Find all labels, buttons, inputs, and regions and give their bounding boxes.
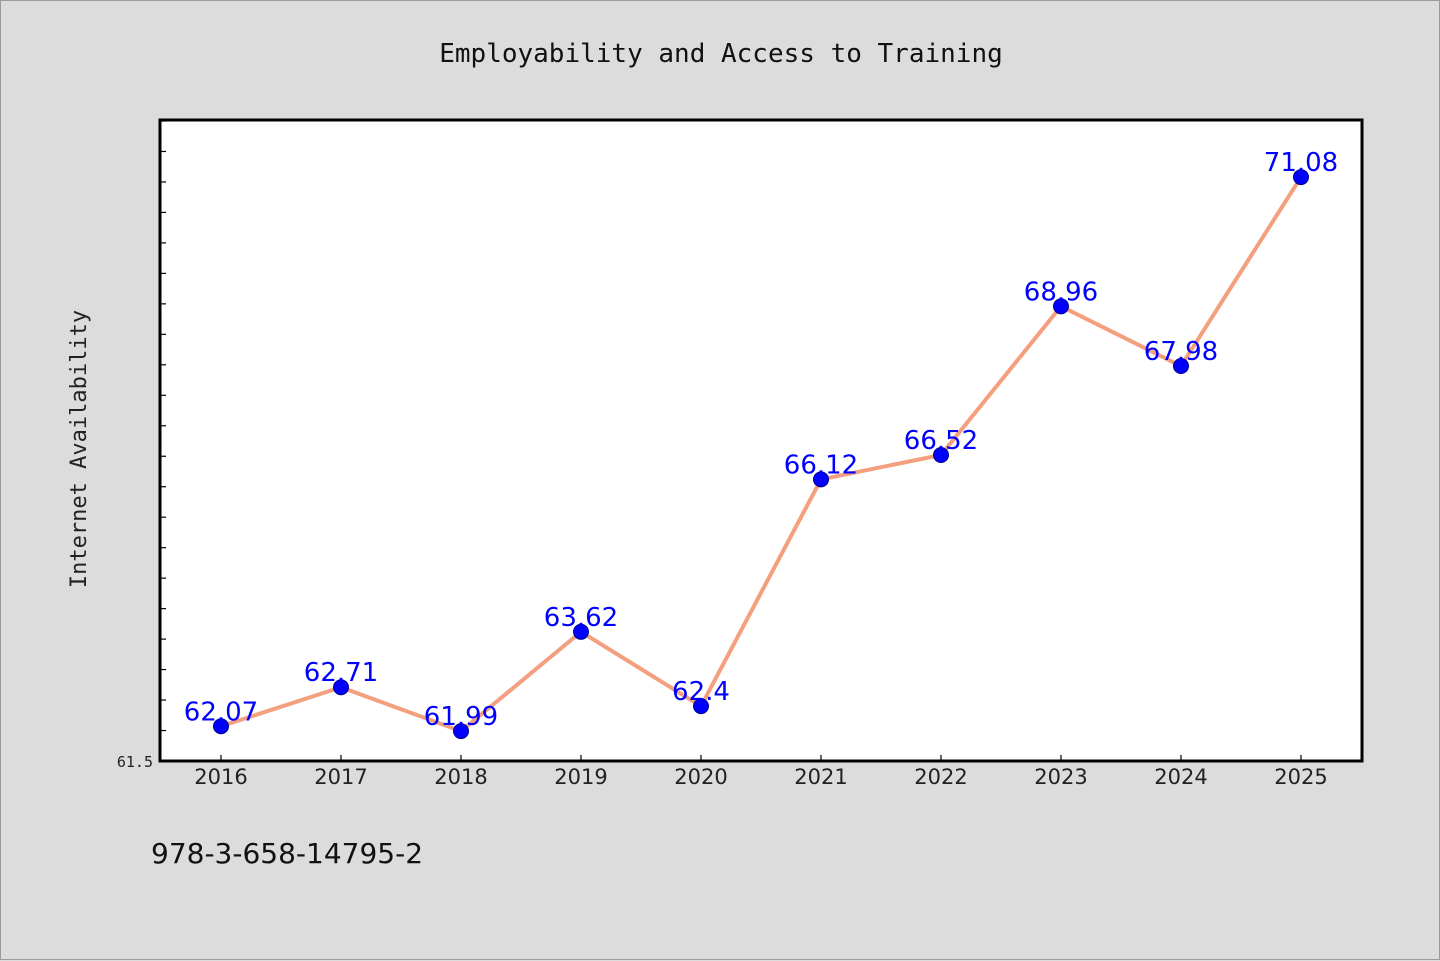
x-tick-label: 2018 [434,765,487,789]
data-label: 61.99 [424,702,498,732]
x-tick-label: 2019 [554,765,607,789]
data-point [453,723,469,740]
data-label: 67.98 [1144,337,1218,367]
x-tick-label: 2016 [194,765,247,789]
y-axis-label: Internet Availability [67,310,92,588]
data-point [573,623,589,640]
data-point [333,679,349,696]
plot-area [158,118,1364,763]
x-tick-label: 2023 [1034,765,1087,789]
data-point [213,718,229,735]
x-tick-label: 2024 [1154,765,1207,789]
data-point [1173,358,1189,375]
series-layer: 62.07 62.71 61.99 63.62 62.4 66.12 66.52 68.96 6… [184,148,1338,740]
x-tick-label: 2020 [674,765,727,789]
y-axis-min-label: 61.5 [117,753,153,771]
data-point [813,471,829,488]
data-point [1293,169,1309,186]
x-tick-label: 2021 [794,765,847,789]
x-axis-ticks: 2016 2017 2018 2019 2020 2021 2022 2023 2024 2025 [194,755,1328,789]
data-label: 66.12 [784,450,858,480]
data-label: 62.71 [304,658,378,688]
data-label: 62.07 [184,697,258,727]
chart-title: Employability and Access to Training [439,39,1003,69]
data-label: 71.08 [1264,148,1338,178]
isbn-text: 978-3-658-14795-2 [151,837,423,870]
x-tick-label: 2022 [914,765,967,789]
data-point [693,698,709,715]
data-label: 62.4 [672,677,730,707]
data-label: 63.62 [544,603,618,633]
y-axis-ticks [160,120,166,762]
series-line [220,176,1303,734]
data-point [1053,298,1069,315]
x-tick-label: 2017 [314,765,367,789]
data-label: 68.96 [1024,277,1098,307]
data-label: 66.52 [904,426,978,456]
x-tick-label: 2025 [1274,765,1327,789]
data-point [933,447,949,464]
